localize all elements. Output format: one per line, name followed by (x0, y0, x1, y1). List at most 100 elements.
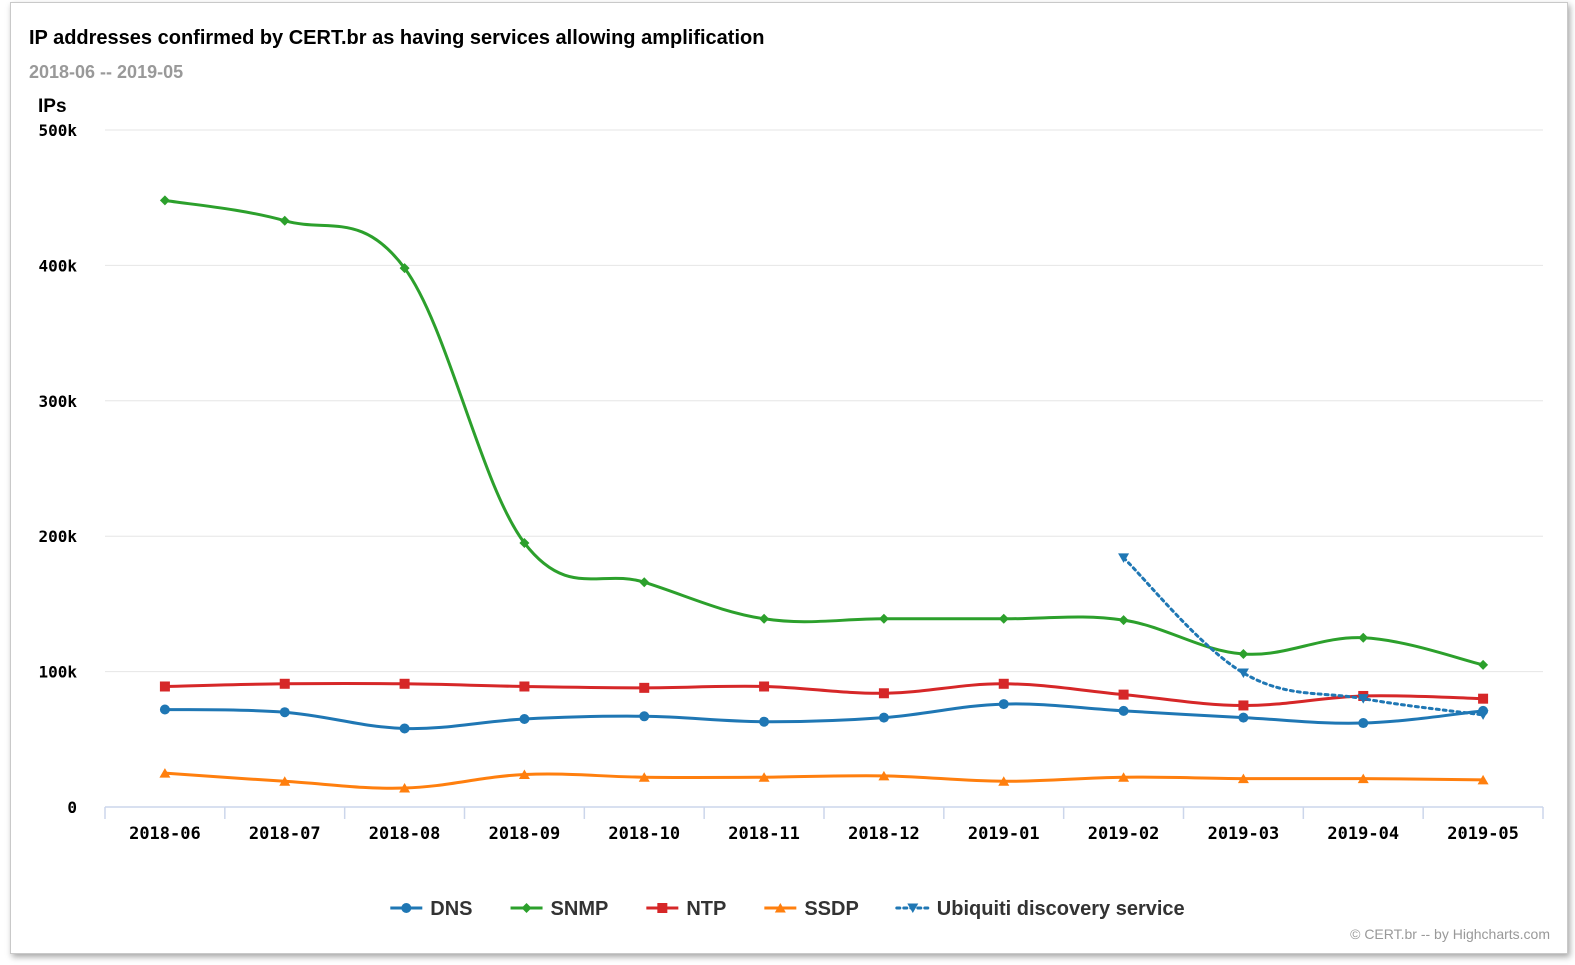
x-tick-label: 2018-07 (249, 824, 321, 844)
data-point-snmp[interactable] (159, 195, 170, 206)
data-point-snmp[interactable] (399, 263, 410, 274)
series-line-dns[interactable] (164, 702, 1484, 731)
data-point-ntp[interactable] (878, 688, 889, 699)
x-axis: 2018-06 2018-07 2018-08 2018-09 2018-10 2018-… (104, 806, 1544, 844)
legend-label: NTP (686, 898, 726, 920)
data-point-dns[interactable] (878, 712, 889, 723)
x-tick-label: 2018-08 (369, 824, 441, 844)
series-snmp (159, 195, 1489, 670)
data-point-ubiquiti-discovery-service[interactable] (1237, 668, 1249, 678)
data-point-ssdp[interactable] (518, 769, 530, 780)
legend-item-snmp[interactable]: SNMP (510, 898, 609, 920)
chart-frame (10, 2, 1568, 954)
data-point-snmp[interactable] (519, 537, 530, 548)
data-point-ntp[interactable] (519, 681, 530, 692)
legend-marker[interactable] (521, 903, 532, 913)
data-point-ntp[interactable] (159, 681, 170, 692)
series-layer (159, 195, 1489, 793)
data-point-ssdp[interactable] (1118, 772, 1130, 782)
data-point-ntp[interactable] (639, 682, 650, 693)
legend-marker[interactable] (774, 903, 786, 913)
y-axis-ticks: 0 100k 200k 300k 400k 500k (38, 121, 77, 817)
y-tick-label: 400k (38, 256, 77, 275)
series-dns (159, 699, 1489, 734)
series-line-ntp[interactable] (164, 681, 1484, 707)
data-point-dns[interactable] (519, 713, 530, 724)
x-tick-label: 2019-03 (1208, 824, 1280, 844)
series-ubiquiti-discovery-service (1118, 553, 1489, 720)
data-point-ntp[interactable] (759, 681, 770, 692)
legend-label: SSDP (804, 898, 858, 920)
data-point-ntp[interactable] (1118, 689, 1129, 700)
x-tick-label: 2018-06 (129, 824, 201, 844)
legend[interactable]: DNS SNMP NTP SSDP Ubiquiti discovery service (390, 898, 1185, 920)
y-tick-label: 100k (38, 663, 77, 682)
data-point-ssdp[interactable] (1237, 773, 1249, 784)
data-point-ssdp[interactable] (1357, 773, 1369, 784)
data-point-ssdp[interactable] (159, 768, 171, 778)
data-point-dns[interactable] (1358, 718, 1369, 729)
y-tick-label: 0 (67, 798, 77, 817)
chart-subtitle: 2018-06 -- 2019-05 (29, 62, 183, 82)
x-tick-label: 2019-04 (1327, 824, 1399, 844)
x-tick-label: 2019-02 (1088, 824, 1160, 844)
data-point-dns[interactable] (399, 723, 410, 734)
y-axis-title: IPs (38, 96, 67, 117)
series-ssdp (159, 768, 1489, 793)
series-ntp (159, 678, 1489, 711)
data-point-ubiquiti-discovery-service[interactable] (1477, 710, 1489, 720)
x-tick-label: 2018-09 (489, 824, 561, 844)
data-point-ssdp[interactable] (758, 772, 770, 782)
legend-marker[interactable] (907, 903, 919, 914)
data-point-ntp[interactable] (279, 678, 290, 689)
x-tick-label: 2019-05 (1447, 824, 1519, 844)
data-point-dns[interactable] (759, 716, 770, 727)
series-line-ssdp[interactable] (164, 771, 1484, 790)
data-point-ssdp[interactable] (399, 783, 411, 793)
y-tick-label: 200k (38, 527, 77, 546)
data-point-snmp[interactable] (1358, 632, 1369, 643)
legend-item-ssdp[interactable]: SSDP (764, 898, 859, 920)
x-tick-label: 2018-11 (728, 824, 800, 844)
data-point-snmp[interactable] (639, 577, 650, 588)
credits-text[interactable]: © CERT.br -- by Highcharts.com (1350, 926, 1550, 942)
data-point-dns[interactable] (998, 699, 1009, 710)
data-point-dns[interactable] (159, 704, 170, 715)
data-point-dns[interactable] (279, 707, 290, 718)
grid-lines (105, 129, 1543, 673)
legend-item-dns[interactable]: DNS (390, 898, 473, 920)
legend-marker[interactable] (657, 903, 668, 913)
data-point-dns[interactable] (1118, 705, 1129, 716)
data-point-ssdp[interactable] (1477, 774, 1489, 785)
data-point-ntp[interactable] (1238, 700, 1249, 711)
data-point-dns[interactable] (1238, 712, 1249, 723)
chart-title: IP addresses confirmed by CERT.br as hav… (29, 27, 764, 49)
data-point-ntp[interactable] (998, 678, 1009, 689)
data-point-snmp[interactable] (1238, 648, 1249, 659)
data-point-ssdp[interactable] (998, 776, 1010, 786)
series-line-ubiquiti-discovery-service[interactable] (1122, 556, 1485, 717)
data-point-ubiquiti-discovery-service[interactable] (1357, 694, 1369, 704)
legend-item-ntp[interactable]: NTP (646, 898, 726, 920)
legend-marker[interactable] (401, 903, 412, 913)
data-point-snmp[interactable] (279, 215, 290, 226)
data-point-snmp[interactable] (998, 613, 1009, 624)
data-point-ssdp[interactable] (878, 770, 890, 781)
legend-item-ubiquiti-discovery-service[interactable]: Ubiquiti discovery service (895, 898, 1185, 920)
data-point-dns[interactable] (639, 711, 650, 722)
legend-label: SNMP (551, 898, 609, 920)
data-point-ntp[interactable] (1478, 693, 1489, 704)
data-point-ntp[interactable] (399, 678, 410, 689)
data-point-snmp[interactable] (759, 613, 770, 624)
data-point-snmp[interactable] (1478, 659, 1489, 670)
y-tick-label: 500k (38, 121, 77, 140)
data-point-ssdp[interactable] (279, 776, 291, 786)
data-point-snmp[interactable] (878, 613, 889, 624)
legend-label: DNS (430, 898, 472, 920)
data-point-ssdp[interactable] (638, 772, 650, 782)
data-point-snmp[interactable] (1118, 615, 1129, 626)
series-line-snmp[interactable] (164, 198, 1484, 667)
data-point-ubiquiti-discovery-service[interactable] (1118, 553, 1130, 563)
x-tick-label: 2018-10 (608, 824, 680, 844)
